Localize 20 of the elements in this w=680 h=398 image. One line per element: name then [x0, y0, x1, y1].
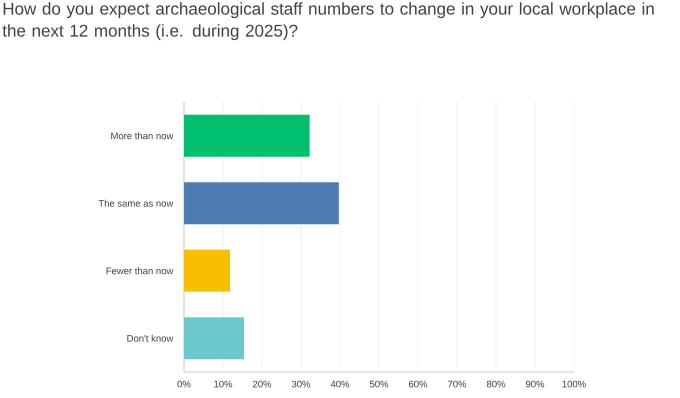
bar [184, 182, 339, 224]
x-tick-label: 10% [214, 380, 232, 388]
x-tick-label: 0% [178, 380, 191, 388]
bar [184, 317, 244, 360]
y-tick-label: More than now [111, 132, 174, 140]
bar [184, 250, 230, 292]
x-tick-label: 60% [408, 380, 428, 388]
x-tick-label: 80% [486, 380, 506, 388]
x-tick-label: 100% [562, 380, 586, 388]
x-tick-label: 20% [252, 380, 272, 388]
x-tick-label: 70% [448, 380, 466, 388]
chart-title: How do you expect archaeological staff numbers to change in your local workplace in the next 12 months (i.e. during 2025)? [2, 2, 654, 40]
y-tick-label: Fewer than now [106, 267, 174, 274]
y-tick-label: Don't know [127, 334, 174, 342]
x-tick-label: 40% [330, 380, 350, 388]
x-tick-label: 30% [292, 380, 310, 388]
x-tick-label: 50% [370, 380, 388, 388]
x-tick-label: 90% [526, 380, 544, 388]
bar [184, 114, 310, 157]
y-tick-label: The same as now [98, 200, 174, 207]
